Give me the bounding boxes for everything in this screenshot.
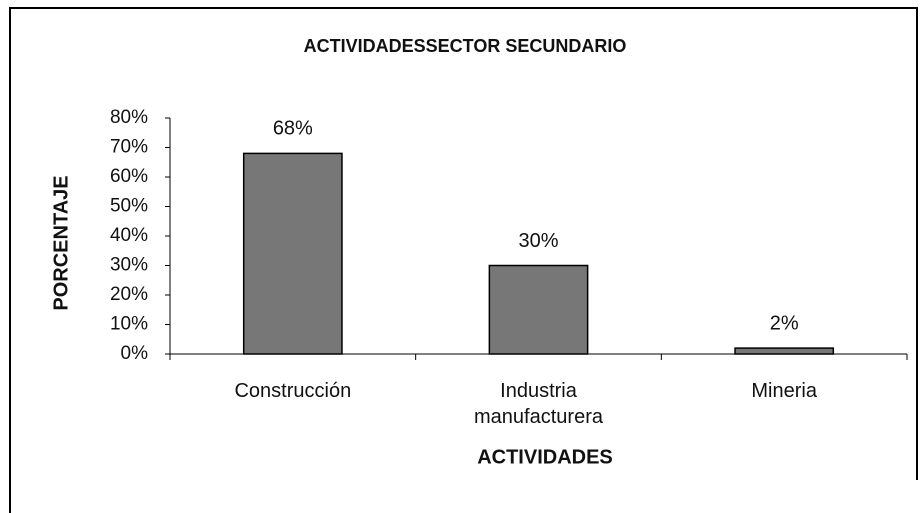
x-axis-title: ACTIVIDADES [477, 446, 613, 468]
y-tick-label: 50% [110, 196, 148, 217]
y-tick-label: 80% [110, 107, 148, 128]
y-tick-label: 0% [121, 343, 149, 364]
y-tick-label: 40% [110, 225, 148, 246]
y-tick-label: 70% [110, 137, 148, 158]
x-tick-label: Industria manufacturera [474, 380, 603, 428]
bar [488, 264, 589, 355]
bar [242, 152, 343, 355]
frame [9, 7, 918, 513]
y-tick-label: 30% [110, 255, 148, 276]
x-tick-label: Construcción [234, 380, 352, 402]
x-tick-label: Mineria [751, 380, 817, 402]
y-tick-label: 20% [110, 284, 148, 305]
y-tick-label: 10% [110, 314, 148, 335]
data-label: 68% [273, 118, 313, 140]
y-axis-title: PORCENTAJE [50, 175, 72, 310]
y-tick-label: 60% [110, 166, 148, 187]
data-label: 2% [770, 312, 799, 334]
bar [734, 347, 835, 355]
data-label: 30% [518, 230, 558, 252]
chart-title: ACTIVIDADESSECTOR SECUNDARIO [304, 36, 627, 56]
